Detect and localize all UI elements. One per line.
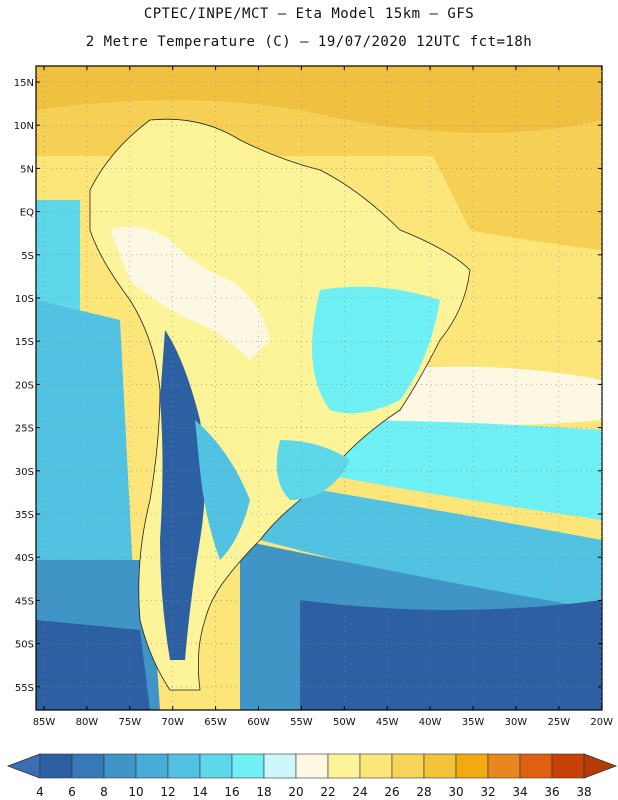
lon-label: 25W <box>547 717 570 728</box>
colorbar-label: 10 <box>128 785 143 799</box>
colorbar-swatch <box>391 753 425 779</box>
colorbar-label: 4 <box>36 785 44 799</box>
colorbar-swatch <box>231 753 265 779</box>
colorbar-label: 24 <box>352 785 367 799</box>
map-field <box>36 66 602 710</box>
amazon-mild-area <box>110 226 270 360</box>
colorbar-label: 14 <box>192 785 207 799</box>
colorbar-label: 8 <box>100 785 108 799</box>
graticule <box>36 66 603 710</box>
lon-label: 55W <box>290 717 313 728</box>
lat-label: 15S <box>15 337 34 348</box>
lon-label: 35W <box>462 717 485 728</box>
colorbar-label: 36 <box>544 785 559 799</box>
colorbar-label: 26 <box>384 785 399 799</box>
lat-label: 15N <box>14 78 34 89</box>
argentina-cool-area <box>195 420 250 560</box>
caribbean-hot-zone <box>36 66 602 133</box>
colorbar-swatch <box>263 753 297 779</box>
lat-label: 35S <box>15 510 34 521</box>
longitude-labels: 85W 80W 75W 70W 65W 60W 55W 50W 45W 40W 35W 30W 25W 2… <box>33 717 613 728</box>
andes-cold-ridge <box>160 330 205 660</box>
colorbar-swatch <box>135 753 169 779</box>
colorbar-label: 38 <box>576 785 591 799</box>
colorbar-label: 18 <box>256 785 271 799</box>
colorbar-swatch <box>71 753 105 779</box>
map-title-line2: 2 Metre Temperature (C) – 19/07/2020 12U… <box>85 34 533 50</box>
colorbar-swatch <box>167 753 201 779</box>
map-frame <box>35 65 603 711</box>
colorbar-swatch <box>455 753 489 779</box>
lon-label: 75W <box>118 717 141 728</box>
lat-label: 50S <box>15 640 34 651</box>
atlantic-mild-band <box>380 366 602 425</box>
colorbar-swatch <box>39 753 73 779</box>
colorbar-label: 32 <box>480 785 495 799</box>
colorbar-label: 22 <box>320 785 335 799</box>
lon-label: 40W <box>419 717 442 728</box>
lon-label: 20W <box>590 717 613 728</box>
colorbar-swatch <box>487 753 521 779</box>
lon-label: 50W <box>333 717 356 728</box>
colorbar-swatch <box>103 753 137 779</box>
lat-label: 10N <box>14 121 34 132</box>
colorbar-swatch <box>519 753 553 779</box>
lon-label: 85W <box>33 717 56 728</box>
lon-label: 30W <box>505 717 528 728</box>
lat-label: 5S <box>21 251 34 262</box>
map-title-line1: CPTEC/INPE/MCT – Eta Model 15km – GFS <box>143 6 475 22</box>
colorbar-swatch <box>551 753 585 779</box>
lat-label: 45S <box>15 596 34 607</box>
colorbar-swatch <box>199 753 233 779</box>
latitude-labels: 15N 10N 5N EQ 5S 10S 15S 20S 25S 30S 35S 40S 45S 50S 5… <box>14 78 34 694</box>
colorbar-label: 6 <box>68 785 76 799</box>
colorbar-label: 16 <box>224 785 239 799</box>
colorbar-high-arrow <box>583 753 618 779</box>
atlantic-cooler-band <box>260 480 602 620</box>
southern-brazil-cool <box>276 440 350 500</box>
lon-label: 60W <box>247 717 270 728</box>
colorbar-label: 20 <box>288 785 303 799</box>
colorbar-swatch <box>327 753 361 779</box>
lat-label: 20S <box>15 380 34 391</box>
colorbar: 4 6 8 10 12 14 16 18 20 22 24 26 28 30 32 34 36 38 <box>6 753 618 799</box>
colorbar-label: 34 <box>512 785 527 799</box>
lon-label: 80W <box>76 717 99 728</box>
colorbar-label: 30 <box>448 785 463 799</box>
lat-label: 25S <box>15 424 34 435</box>
lat-label: 55S <box>15 683 34 694</box>
lat-label: EQ <box>20 208 34 219</box>
colorbar-low-arrow <box>6 753 41 779</box>
southern-cold-band <box>300 600 602 710</box>
lon-label: 70W <box>161 717 184 728</box>
lat-label: 5N <box>20 164 34 175</box>
colorbar-label: 12 <box>160 785 175 799</box>
lat-label: 30S <box>15 467 34 478</box>
lat-label: 10S <box>15 294 34 305</box>
colorbar-label: 28 <box>416 785 431 799</box>
colorbar-swatch <box>359 753 393 779</box>
atlantic-warm-zone <box>430 150 602 250</box>
colorbar-swatch <box>423 753 457 779</box>
lon-label: 45W <box>376 717 399 728</box>
colorbar-swatch <box>295 753 329 779</box>
atlantic-cool-band <box>300 420 602 520</box>
lat-label: 40S <box>15 553 34 564</box>
southern-pacific-cold <box>36 620 150 710</box>
lon-label: 65W <box>204 717 227 728</box>
